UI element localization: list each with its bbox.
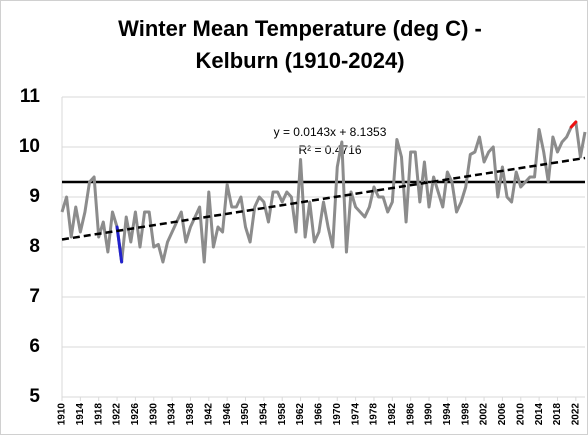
x-tick-label: 1946 — [222, 403, 233, 426]
x-tick-label: 1990 — [424, 403, 435, 426]
y-tick-label: 5 — [29, 386, 40, 407]
x-tick-label: 1926 — [130, 403, 141, 426]
x-tick-label: 1954 — [259, 403, 270, 426]
x-tick-label: 2014 — [534, 403, 545, 426]
x-tick-label: 1982 — [387, 403, 398, 426]
x-tick-label: 1930 — [148, 403, 159, 426]
x-tick-label: 1978 — [369, 403, 380, 426]
x-tick-label: 2006 — [497, 403, 508, 426]
temperature-line — [60, 120, 587, 264]
x-tick-label: 2022 — [570, 403, 581, 426]
y-tick-label: 8 — [29, 236, 40, 257]
x-tick-label: 2018 — [552, 403, 563, 426]
min-segment — [115, 225, 124, 264]
trend-equation: y = 0.0143x + 8.1353 — [274, 125, 387, 139]
x-tick-label: 1942 — [203, 403, 214, 426]
y-tick-label: 11 — [20, 86, 41, 107]
x-tick-label: 1998 — [460, 403, 471, 426]
x-tick-label: 1994 — [442, 403, 453, 426]
chart-subtitle: Kelburn (1910-2024) — [195, 48, 404, 73]
x-tick-label: 1934 — [167, 403, 178, 426]
y-tick-label: 7 — [29, 286, 40, 307]
x-tick-label: 1962 — [295, 403, 306, 426]
y-tick-label: 10 — [19, 136, 40, 157]
x-tick-label: 1958 — [277, 403, 288, 426]
x-tick-label: 1974 — [350, 403, 361, 426]
y-tick-label: 6 — [29, 336, 40, 357]
x-tick-label: 1922 — [112, 403, 123, 426]
x-tick-label: 2010 — [515, 403, 526, 426]
x-tick-label: 1970 — [332, 403, 343, 426]
x-tick-label: 1950 — [240, 403, 251, 426]
trend-line — [61, 156, 586, 241]
x-tick-label: 1914 — [75, 403, 86, 426]
x-tick-label: 1938 — [185, 403, 196, 426]
x-tick-label: 1910 — [57, 403, 68, 426]
y-tick-label: 9 — [29, 186, 40, 207]
r-squared: R² = 0.4716 — [298, 143, 361, 157]
x-tick-label: 2002 — [479, 403, 490, 426]
chart-title: Winter Mean Temperature (deg C) - — [118, 16, 482, 41]
x-tick-label: 1986 — [405, 403, 416, 426]
x-tick-label: 1918 — [93, 403, 104, 426]
max-segment — [569, 120, 578, 129]
x-tick-label: 1966 — [314, 403, 325, 426]
